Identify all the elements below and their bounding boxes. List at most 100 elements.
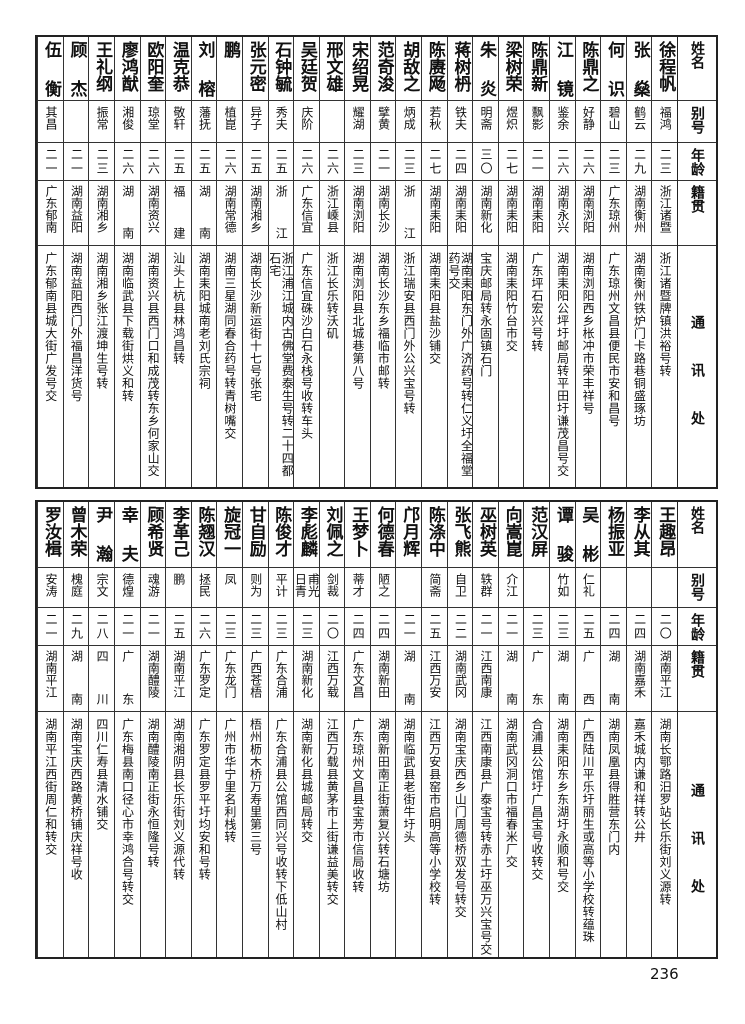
person-name: 李从其 — [629, 506, 650, 557]
person-hometown: 广西苍梧 — [248, 650, 263, 698]
cell-address: 广西陆川平乐圩丽生或高等小学校转蕴珠 — [576, 712, 601, 957]
person-age: 二三 — [223, 613, 238, 639]
person-age: 二三 — [351, 148, 366, 174]
person-hometown: 湖南湘乡 — [248, 185, 263, 233]
cell-hometown: 湖南耒阳 — [422, 181, 447, 246]
person-alias: 秀夫 — [274, 106, 289, 130]
cell-alias — [319, 101, 345, 143]
person-name: 廖鸿猷 — [117, 41, 138, 92]
person-name: 石钟毓 — [271, 41, 292, 92]
cell-hometown: 湖南长沙 — [370, 181, 396, 246]
person-age: 二三 — [658, 148, 673, 174]
person-column: 王趣昂 二〇 湖南平江 湖南长鄂路汨罗站长乐街刘义源转 — [651, 502, 677, 957]
person-address: 湖南醴陵南正街永恒隆号转 — [146, 718, 161, 868]
cell-alias: 若秋 — [422, 101, 447, 143]
cell-address: 湖南益阳西门外福昌洋货号 — [64, 246, 89, 487]
header-label-age: 年龄 — [689, 148, 705, 176]
cell-hometown: 湖南耒阳 — [498, 181, 524, 246]
cell-name: 王梦卜 — [345, 502, 370, 568]
cell-hometown: 湖南醴陵 — [140, 646, 166, 712]
cell-age: 二六 — [575, 143, 601, 181]
person-address: 广东郁南县城大街广发号交 — [43, 252, 58, 402]
cell-age: 二三 — [601, 143, 626, 181]
cell-alias: 其昌 — [38, 101, 63, 143]
person-address: 江西万载县黄茅市上街谦益美转交 — [325, 718, 340, 906]
person-column: 温克恭 敬轩 二五 福建 汕头上杭县林鸿昌转 — [165, 37, 191, 487]
cell-age: 二五 — [422, 608, 447, 646]
person-column: 陈涤中 简斋 二五 江西万安 江西万安县窑市启明高等小学校转 — [421, 502, 447, 957]
header-label-hometown: 籍贯 — [689, 185, 705, 213]
person-hometown: 湖南耒阳 — [530, 185, 545, 233]
cell-address: 湖南宝庆西乡山门周德桥双发号转交 — [448, 712, 473, 957]
cell-address: 湖南长沙新运街十七号张宅 — [243, 246, 268, 487]
cell-name: 范汉屏 — [524, 502, 550, 568]
person-column: 陈赓飏 若秋 二七 湖南耒阳 湖南耒阳县盐沙铺交 — [421, 37, 447, 487]
cell-hometown: 湖南 — [191, 181, 217, 246]
cell-hometown: 湖南新田 — [370, 646, 396, 712]
cell-alias: 耀湖 — [345, 101, 370, 143]
cell-name: 石钟毓 — [268, 37, 294, 101]
cell-address: 湖南凤凰县得胜营东门内 — [601, 712, 626, 957]
cell-age: 二〇 — [652, 608, 677, 646]
person-alias: 碧山 — [607, 106, 622, 130]
person-hometown: 广东 — [530, 650, 545, 705]
person-name: 梁树荣 — [501, 41, 522, 92]
person-name: 范奇浚 — [373, 41, 394, 92]
person-address: 四川仁寿县清水铺交 — [94, 718, 109, 831]
person-age: 二六 — [197, 613, 212, 639]
cell-alias: 德煌 — [114, 568, 140, 608]
cell-age: 二九 — [63, 608, 89, 646]
person-name: 邝月辉 — [399, 506, 420, 557]
person-column: 廖鸿猷 湘俊 二六 湖南 湖南临武县下载街烘义和转 — [113, 37, 140, 487]
cell-hometown: 湖南湘乡 — [89, 181, 114, 246]
cell-hometown: 广东龙门 — [217, 646, 242, 712]
person-age: 二一 — [146, 613, 161, 639]
person-alias: 轶群 — [479, 573, 494, 597]
cell-name: 尹瀚 — [89, 502, 114, 568]
person-address: 湖南凤凰县得胜营东门内 — [606, 718, 621, 856]
header-cell-name: 姓名 — [678, 37, 716, 101]
cell-age: 二五 — [166, 608, 191, 646]
cell-hometown: 广东琼州 — [601, 181, 626, 246]
cell-name: 谭骏 — [550, 502, 575, 568]
cell-hometown: 江西万安 — [422, 646, 447, 712]
cell-alias: 庆阶 — [294, 101, 319, 143]
person-age: 二一 — [120, 613, 135, 639]
person-age: 二五 — [171, 148, 186, 174]
cell-name: 何识 — [601, 37, 626, 101]
cell-age: 二一 — [38, 143, 63, 181]
cell-hometown: 广东 — [114, 646, 140, 712]
cell-hometown: 江西南康 — [473, 646, 498, 712]
cell-hometown: 广东文昌 — [345, 646, 370, 712]
person-alias: 则为 — [248, 573, 263, 597]
cell-hometown: 浙江 — [396, 181, 422, 246]
person-name: 宋绍晃 — [348, 41, 369, 92]
cell-hometown: 广东 — [524, 646, 550, 712]
person-column: 胡敌之 炳成 二三 浙江 浙江瑞安县西门外公兴宝号转 — [395, 37, 422, 487]
person-name: 王梦卜 — [348, 506, 369, 557]
person-name: 陈涤中 — [424, 506, 445, 557]
person-hometown: 湖南 — [69, 650, 84, 705]
cell-address: 湖南耒阳城南老刘氏宗祠 — [192, 246, 217, 487]
cell-age: 二六 — [191, 608, 217, 646]
header-cell-hometown: 籍贯 — [678, 181, 716, 246]
cell-age: 二三 — [345, 143, 370, 181]
person-name: 陈翘汉 — [194, 506, 215, 557]
cell-address: 江西南康县广泰宝号转赤土圩巫万兴宝号交 — [473, 712, 498, 957]
cell-age: 三〇 — [473, 143, 498, 181]
person-alias: 庆阶 — [299, 106, 314, 130]
cell-alias: 敬轩 — [166, 101, 191, 143]
cell-alias: 剑裁 — [319, 568, 345, 608]
cell-name: 范奇浚 — [370, 37, 396, 101]
person-alias: 好静 — [581, 106, 596, 130]
person-hometown: 湖南平江 — [658, 650, 673, 698]
person-name: 杨振亚 — [604, 506, 625, 557]
person-name: 朱炎 — [476, 41, 497, 97]
cell-alias: 鹤云 — [626, 101, 652, 143]
person-age: 二〇 — [658, 613, 673, 639]
cell-age: 二四 — [370, 608, 396, 646]
cell-alias: 拯民 — [191, 568, 217, 608]
cell-name: 杨振亚 — [601, 502, 626, 568]
person-age: 二三 — [402, 148, 417, 174]
person-address: 合浦县公馆圩广昌宝号收转交 — [529, 718, 544, 881]
